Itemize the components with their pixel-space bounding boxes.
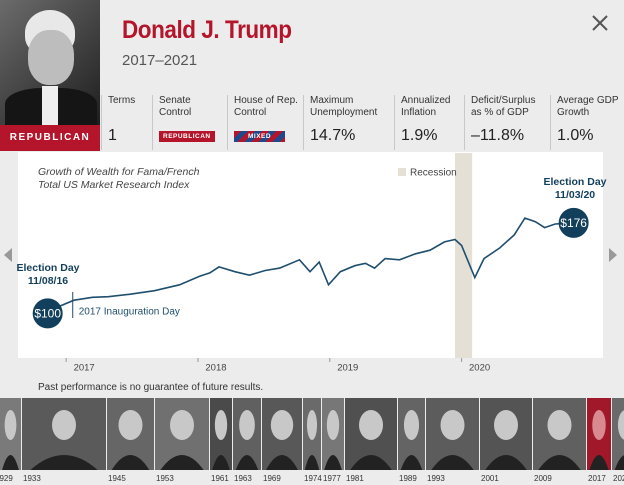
x-tick-label: 2018	[205, 363, 226, 374]
president-face	[403, 410, 420, 440]
timeline-year: 1981	[346, 474, 364, 483]
president-suit	[2, 455, 19, 470]
stat-label: Annualized Inflation	[401, 95, 451, 118]
president-face	[214, 410, 228, 440]
timeline-year: 1953	[156, 474, 174, 483]
value-label: $176	[560, 216, 587, 230]
term-years: 2017–2021	[122, 52, 198, 69]
plot-background	[18, 152, 603, 358]
badge: REPUBLICAN	[159, 131, 215, 142]
prev-arrow[interactable]	[4, 248, 12, 262]
close-button[interactable]	[591, 14, 609, 32]
line	[47, 217, 574, 314]
stat-label: Senate Control	[159, 95, 192, 118]
value-marker	[558, 207, 589, 238]
stat-label: House of Rep. Control	[234, 95, 298, 118]
x-tick-label: 2019	[337, 363, 358, 374]
president-suit	[485, 455, 527, 470]
next-arrow[interactable]	[609, 248, 617, 262]
portrait	[0, 0, 100, 125]
timeline-year: 1989	[399, 474, 417, 483]
stat-cell: House of Rep. Control MIXED	[227, 95, 303, 150]
timeline-year: 2001	[481, 474, 499, 483]
value-label: $100	[34, 307, 61, 321]
stat-value: 1	[108, 127, 117, 144]
stat-value: 14.7%	[310, 127, 356, 144]
president-suit	[589, 455, 609, 470]
stat-label: Terms	[108, 95, 136, 106]
president-face	[326, 410, 340, 440]
president-face	[239, 410, 255, 440]
president-suit	[304, 455, 320, 470]
president-face	[440, 410, 465, 440]
timeline-year: 1929	[0, 474, 13, 483]
president-suit	[30, 455, 98, 470]
president-face	[306, 410, 318, 440]
president-suit	[160, 455, 204, 470]
president-suit	[324, 455, 342, 470]
disclaimer: Past performance is no guarantee of futu…	[38, 382, 264, 393]
stat-value: 1.0%	[557, 127, 594, 144]
stat-cell: Annualized Inflation 1.9%	[394, 95, 464, 150]
president-face	[118, 410, 143, 440]
recession-legend-label: Recession	[410, 168, 457, 179]
timeline-year: 1963	[234, 474, 252, 483]
timeline-year: 2017	[588, 474, 606, 483]
annotation: Election Day	[16, 262, 79, 274]
president-face	[52, 410, 76, 440]
president-suit	[614, 455, 624, 470]
president-suit	[538, 455, 581, 470]
president-face	[494, 410, 518, 440]
x-tick-label: 2017	[74, 363, 95, 374]
president-suit	[235, 455, 259, 470]
president-face	[4, 410, 17, 440]
timeline-year: 1945	[108, 474, 126, 483]
value-marker	[32, 298, 63, 329]
president-suit	[111, 455, 150, 470]
stat-cell: Terms 1	[101, 95, 152, 150]
recession-band	[455, 153, 473, 358]
badge: MIXED	[234, 131, 286, 142]
president-suit	[400, 455, 423, 470]
president-face	[270, 410, 294, 440]
president-face	[592, 410, 606, 440]
stat-cell: Maximum Unemployment 14.7%	[303, 95, 394, 150]
timeline-year: 2021	[613, 474, 624, 483]
annotation: 11/08/16	[28, 275, 68, 287]
stat-label: Deficit/Surplus as % of GDP	[471, 95, 536, 118]
president-suit	[266, 455, 298, 470]
annotation: 2017 Inauguration Day	[79, 307, 180, 318]
president-face	[359, 410, 383, 440]
x-tick-label: 2020	[469, 363, 490, 374]
president-suit	[350, 455, 392, 470]
stat-value: 1.9%	[401, 127, 438, 144]
timeline-year: 1974	[304, 474, 322, 483]
president-suit	[431, 455, 474, 470]
stat-value: –11.8%	[471, 127, 525, 144]
recession-legend-swatch	[398, 168, 406, 176]
timeline-year: 2009	[534, 474, 552, 483]
timeline-year: 1961	[211, 474, 229, 483]
president-name: Donald J. Trump	[122, 16, 292, 44]
stat-cell: Average GDP Growth 1.0%	[550, 95, 624, 150]
annotation: Election Day	[543, 176, 606, 188]
stat-cell: Deficit/Surplus as % of GDP –11.8%	[464, 95, 550, 150]
annotation: 11/03/20	[555, 189, 595, 201]
stat-label: Maximum Unemployment	[310, 95, 378, 118]
president-face	[170, 410, 194, 440]
timeline-year: 1969	[263, 474, 281, 483]
president-suit	[212, 455, 230, 470]
timeline-year: 1977	[323, 474, 341, 483]
stat-label: Average GDP Growth	[557, 95, 619, 118]
party-banner: REPUBLICAN	[0, 125, 100, 151]
president-face	[617, 410, 624, 440]
president-face	[547, 410, 572, 440]
timeline-year: 1993	[427, 474, 445, 483]
timeline-year: 1933	[23, 474, 41, 483]
stat-cell: Senate Control REPUBLICAN	[152, 95, 227, 150]
chart-title: Growth of Wealth for Fama/French Total U…	[38, 166, 200, 191]
